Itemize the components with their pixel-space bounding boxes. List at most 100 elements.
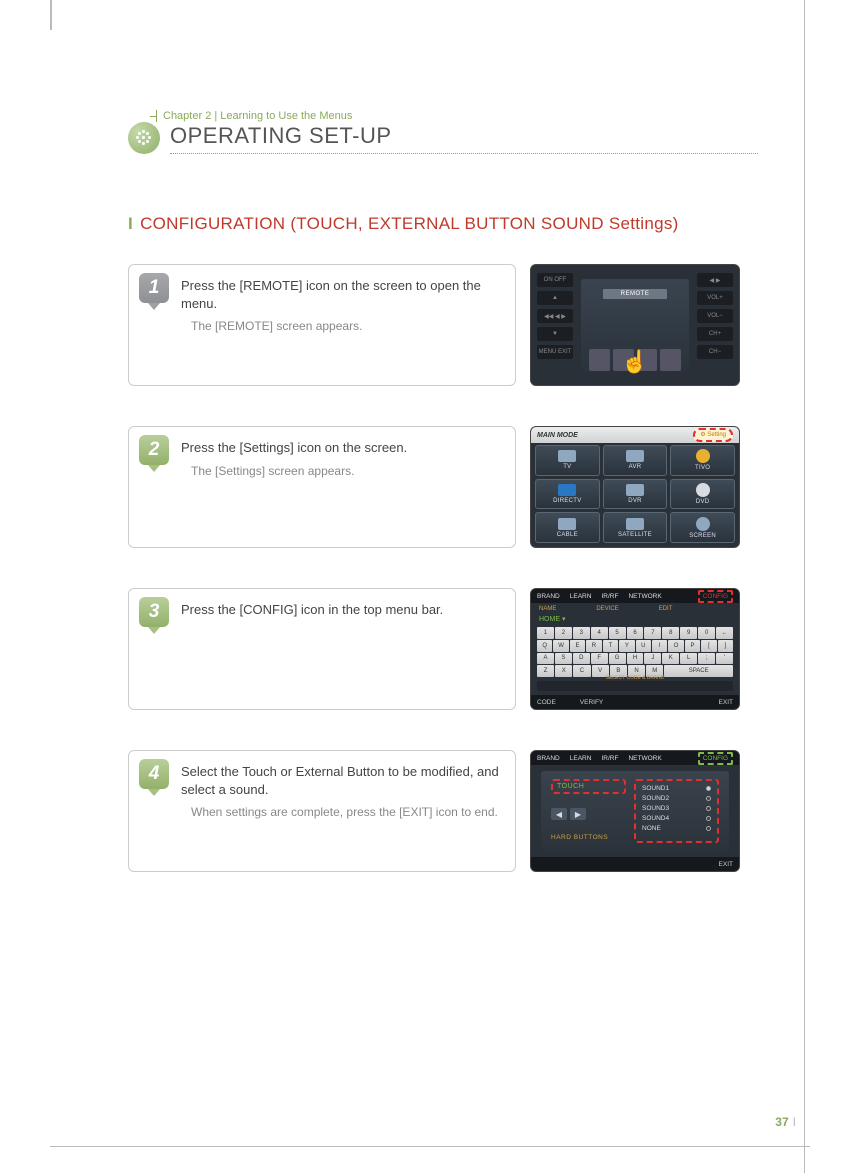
config-label: CONFIG <box>698 752 733 765</box>
thumb <box>589 349 610 371</box>
key: Y <box>619 640 634 652</box>
cell-label: TV <box>563 464 571 470</box>
sub-item: DEVICE <box>596 606 618 612</box>
cell-label: CABLE <box>557 532 578 538</box>
sound-option: SOUND3 <box>639 804 714 813</box>
key: 7 <box>644 627 661 639</box>
top-item: NETWORK <box>628 755 661 762</box>
s1-btn: VOL+ <box>697 291 733 305</box>
key: Q <box>537 640 552 652</box>
arrow-left-icon: ◀ <box>551 808 567 820</box>
step-number: 3 <box>139 597 169 627</box>
device-cell: AVR <box>603 445 668 476</box>
s1-btn: ◀ ▶ <box>697 273 733 287</box>
s1-btn: VOL− <box>697 309 733 323</box>
step-title: Press the [REMOTE] icon on the screen to… <box>181 277 503 312</box>
key: 0 <box>698 627 715 639</box>
section-title: I CONFIGURATION (TOUCH, EXTERNAL BUTTON … <box>128 214 758 234</box>
cell-label: DVD <box>696 499 710 505</box>
s1-btn: ▼ <box>537 327 573 341</box>
top-item: NETWORK <box>628 593 661 600</box>
s2-topbar: MAIN MODE ⚙ Setting <box>531 427 739 443</box>
crop-mark-top <box>50 0 52 30</box>
page-right-rule <box>804 0 805 1173</box>
key: E <box>570 640 585 652</box>
key: 1 <box>537 627 554 639</box>
screenshot-4: BRAND LEARN IR/RF NETWORK CONFIG TOUCH ◀… <box>530 750 740 872</box>
s3-subbar: NAME DEVICE EDIT <box>531 603 739 615</box>
step-number: 4 <box>139 759 169 789</box>
s1-btn: ◀◀ ◀ ▶ <box>537 309 573 323</box>
s1-btn: MENU EXIT <box>537 345 573 359</box>
sound-option: NONE <box>639 824 714 833</box>
step-row-3: 3 Press the [CONFIG] icon in the top men… <box>128 588 758 710</box>
section-bullet-icon <box>128 122 160 154</box>
screenshot-2: MAIN MODE ⚙ Setting TV AVR TIVO DIRECTV … <box>530 426 740 548</box>
key: O <box>668 640 683 652</box>
step-subtitle: The [Settings] screen appears. <box>191 463 503 479</box>
key: 5 <box>609 627 626 639</box>
step-number: 2 <box>139 435 169 465</box>
home-dropdown: HOME ▾ <box>539 615 565 623</box>
bottom-exit: EXIT <box>719 861 733 868</box>
sub-item: EDIT <box>659 606 673 612</box>
remote-label: REMOTE <box>603 289 668 299</box>
s3-bottombar: CODE VERIFY EXIT <box>531 695 739 709</box>
input-bar <box>537 681 733 691</box>
radio-off-icon <box>706 806 711 811</box>
step-box: 1 Press the [REMOTE] icon on the screen … <box>128 264 516 386</box>
top-item: IR/RF <box>601 755 618 762</box>
key: 8 <box>662 627 679 639</box>
key: T <box>603 640 618 652</box>
key: W <box>553 640 568 652</box>
step-title: Press the [Settings] icon on the screen. <box>181 439 503 457</box>
bottom-code: CODE <box>537 699 556 706</box>
sound-option: SOUND1 <box>639 784 714 793</box>
s1-btn: ▲ <box>537 291 573 305</box>
s1-btn: CH− <box>697 345 733 359</box>
cell-label: SCREEN <box>689 533 716 539</box>
key: J <box>644 653 661 665</box>
page-title: OPERATING SET-UP <box>170 123 758 154</box>
sub-item: NAME <box>539 606 556 612</box>
s4-config-panel: TOUCH ◀ ▶ HARD BUTTONS SOUND1 SOUND2 SOU… <box>541 771 729 851</box>
key: R <box>586 640 601 652</box>
top-item: LEARN <box>570 755 592 762</box>
tv-icon <box>558 450 576 462</box>
page-number: 37I <box>775 1115 796 1129</box>
key: D <box>573 653 590 665</box>
sound-label: SOUND3 <box>642 805 669 812</box>
main-mode-label: MAIN MODE <box>537 432 578 439</box>
device-cell: DVD <box>670 479 735 510</box>
radio-off-icon <box>706 816 711 821</box>
key: 3 <box>573 627 590 639</box>
step-row-4: 4 Select the Touch or External Button to… <box>128 750 758 872</box>
step-box: 4 Select the Touch or External Button to… <box>128 750 516 872</box>
tivo-icon <box>696 449 710 463</box>
satellite-icon <box>626 518 644 530</box>
key: S <box>555 653 572 665</box>
radio-off-icon <box>706 796 711 801</box>
touch-label: TOUCH <box>557 783 584 790</box>
key: H <box>627 653 644 665</box>
s3-topbar: BRAND LEARN IR/RF NETWORK CONFIG <box>531 589 739 603</box>
setting-button-highlight: ⚙ Setting <box>693 428 733 442</box>
config-highlight: CONFIG <box>698 590 733 603</box>
touch-highlight: TOUCH <box>551 779 626 794</box>
key: ← <box>716 627 733 639</box>
arrow-right-icon: ▶ <box>570 808 586 820</box>
chapter-tick <box>150 116 156 117</box>
directv-icon <box>558 484 576 496</box>
key: F <box>591 653 608 665</box>
key: 9 <box>680 627 697 639</box>
top-item: IR/RF <box>601 593 618 600</box>
thumb <box>660 349 681 371</box>
dvr-icon <box>626 484 644 496</box>
screen-icon <box>696 517 710 531</box>
page-number-bar-icon: I <box>793 1115 796 1129</box>
bottom-verify: VERIFY <box>580 699 603 706</box>
cell-label: DIRECTV <box>553 498 581 504</box>
key: U <box>636 640 651 652</box>
key: G <box>609 653 626 665</box>
section-bar-icon: I <box>128 214 133 234</box>
